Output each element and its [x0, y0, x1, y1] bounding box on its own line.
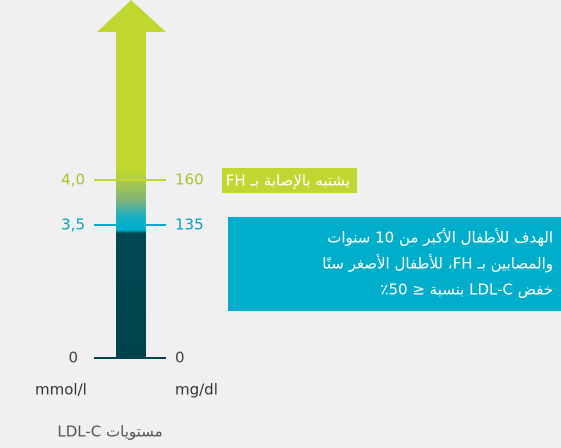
callout-text: الهدف للأطفال الأكبر من 10 سنوات: [327, 228, 553, 247]
tick-left: 3,5: [61, 216, 85, 234]
callout-box: [222, 168, 357, 193]
tick-left: 0: [68, 349, 78, 367]
callout-text: والمصابين بـ FH، للأطفال الأصغر سنًا: [322, 254, 553, 273]
callout-box: [228, 217, 561, 311]
tick-right: 135: [175, 216, 204, 234]
tick-right: 160: [175, 171, 204, 189]
tick-left: 4,0: [61, 171, 85, 189]
callout-text: خفض LDL-C بنسبة ≤ 50٪: [380, 281, 553, 299]
axis-title: مستويات LDL-C: [57, 423, 162, 441]
arrow-head: [97, 0, 166, 32]
tick-right: 0: [175, 349, 185, 367]
callout-text: يشتبه بالإصابة بـ FH: [226, 172, 350, 190]
right-unit: mg/dl: [175, 381, 218, 399]
scale-bar: [116, 30, 146, 358]
left-unit: mmol/l: [35, 381, 87, 399]
